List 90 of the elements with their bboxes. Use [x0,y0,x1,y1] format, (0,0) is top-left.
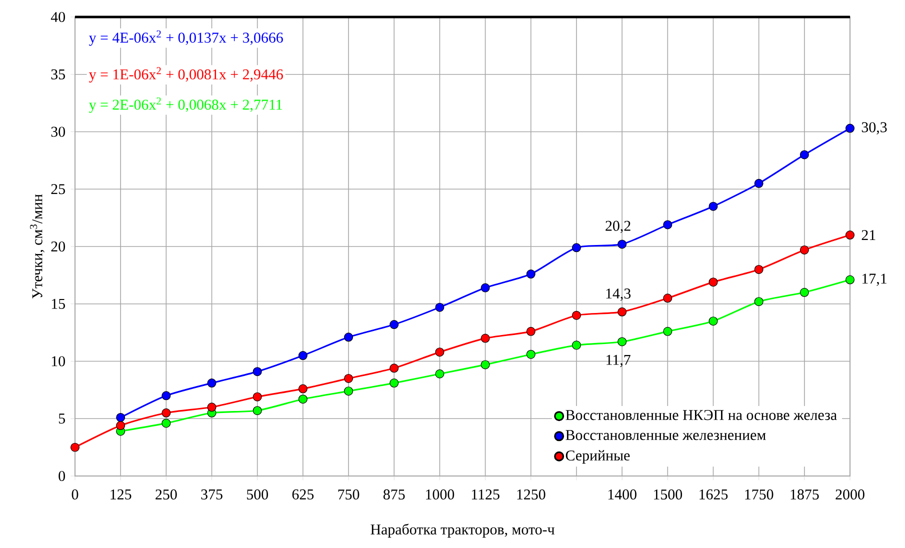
point [298,394,308,404]
point [390,364,399,373]
x-tick-label: 1625 [700,489,728,500]
point [116,412,126,422]
x-tick-label: 1750 [745,489,774,500]
point [572,310,581,320]
x-tick-label: 500 [247,489,268,500]
x-tick-label: 1125 [472,489,500,500]
point [344,374,354,383]
x-tick-label: 2000 [836,489,864,500]
annotation: y = 2E-06x$^{2}$ + 0,0068x + 2,7711 [89,97,282,113]
data-label: 11,7 [606,354,630,368]
data-label: 21 [862,230,876,240]
point [344,332,354,342]
legend-label: Восстановленные НКЭП на основе железа [566,410,837,420]
x-tick-label: 1400 [608,489,636,500]
point [572,340,581,350]
point [116,421,126,430]
x-tick-label: 250 [156,489,177,500]
point [754,178,764,188]
point [390,320,399,330]
x-tick-label: 125 [110,489,132,500]
point [480,283,490,292]
legend-label: Серийные [566,450,630,464]
point [708,202,718,211]
point [526,270,536,279]
point [162,408,171,418]
x-tick-label: 1875 [790,489,819,500]
point [480,334,490,343]
x-axis-title: Наработка тракторов, мото-ч [370,524,554,538]
x-tick-label: 1250 [517,489,546,500]
data-label: 14,3 [606,288,631,301]
x-tick-label: 375 [201,489,222,500]
point [435,302,444,312]
y-tick-label: 30 [51,126,65,137]
point [480,360,490,370]
y-tick-label: 25 [51,184,65,194]
point [252,367,262,376]
point [663,220,672,230]
point [800,150,809,160]
y-tick-label: 20 [51,241,65,252]
point [618,240,627,249]
x-tick-label: 0 [72,489,78,500]
point [618,307,627,316]
point [435,348,444,357]
point [572,243,581,252]
point [207,378,216,388]
point [390,378,399,388]
point [207,402,216,412]
point [618,337,627,346]
point [708,316,718,326]
y-axis-title: Утечки, см$^{3}$/мин [30,194,44,299]
y-tick-label: 0 [58,470,65,482]
x-tick-label: 1000 [426,489,454,500]
point [252,392,262,402]
legend-label: Восстановленные железнением [566,430,766,440]
y-tick-label: 15 [52,298,65,309]
y-tick-label: 5 [58,414,65,424]
point [526,326,536,336]
point [344,386,354,396]
annotation: y = 1E-06x$^{2}$ + 0,0081x + 2,9446 [89,67,283,83]
point [846,230,855,240]
point [754,264,764,274]
point [663,326,672,336]
point [846,275,855,284]
point [298,351,308,360]
y-tick-label: 10 [52,356,65,366]
x-tick-label: 625 [292,489,314,500]
x-tick-label: 1500 [654,489,682,500]
point [754,297,764,306]
point [70,442,80,452]
x-tick-label: 750 [338,489,360,500]
annotation: y = 4E-06x$^{2}$ + 0,0137x + 3,0666 [89,30,283,46]
point [800,288,809,297]
point [526,350,536,359]
point [435,369,444,378]
point [663,294,672,303]
point [298,384,308,394]
point [162,391,171,400]
data-label: 30,3 [862,122,887,134]
data-label: 17,1 [862,274,886,286]
point [162,418,171,428]
point [846,124,855,133]
point [708,278,718,287]
y-tick-label: 40 [50,12,65,22]
y-tick-label: 35 [51,69,65,80]
x-tick-label: 875 [383,489,405,500]
point [252,406,262,416]
point [800,245,809,254]
data-label: 20,2 [606,220,630,234]
